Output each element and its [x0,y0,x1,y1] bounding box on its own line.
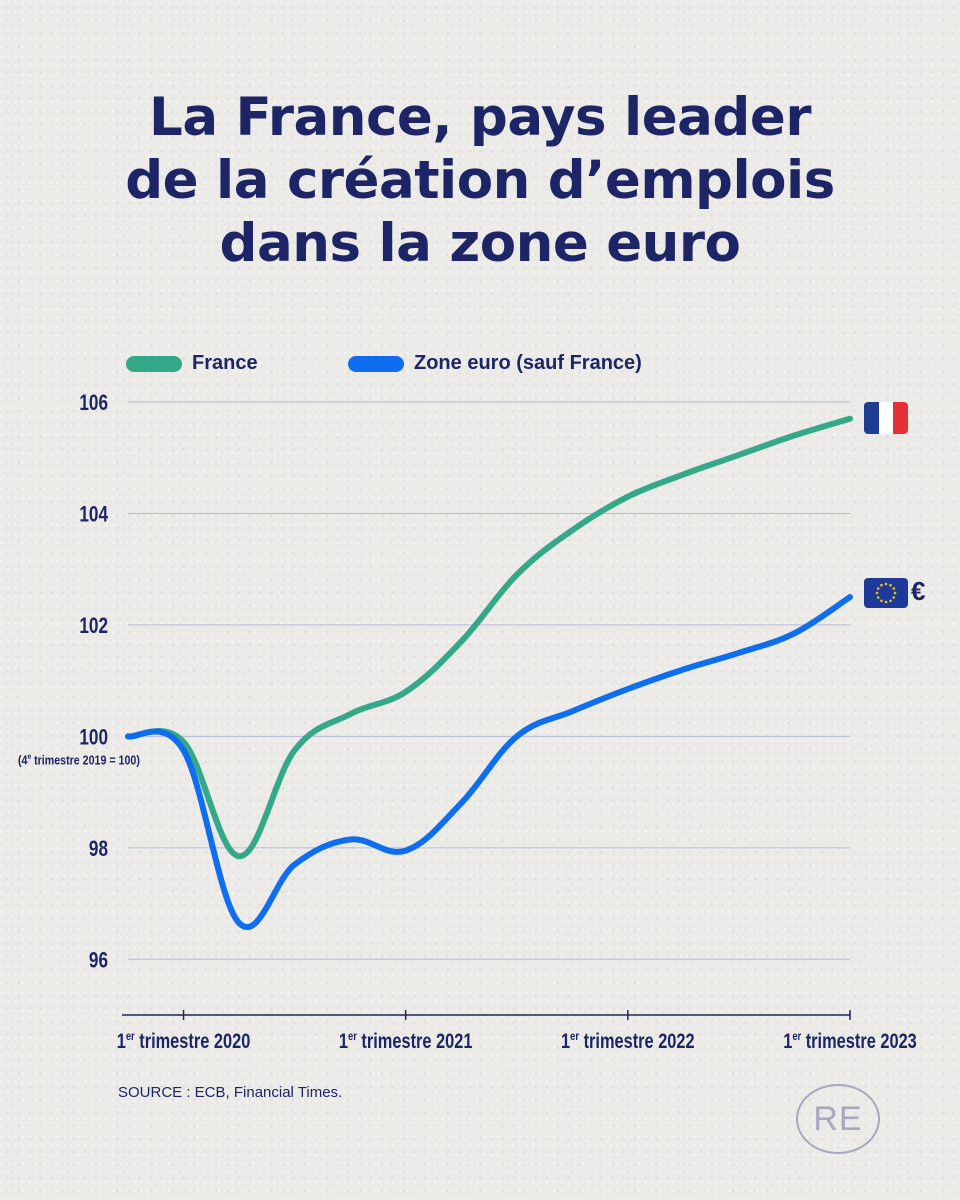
eu-flag-icon [864,578,908,608]
legend-label-france: France [192,352,258,374]
x-axis-tick-labels: 1er trimestre 2020 1er trimestre 2021 1er … [117,1029,917,1052]
legend-item-euro: Zone euro (sauf France) [348,352,642,375]
renaissance-logo: RE [796,1084,880,1154]
eu-star-6 [875,591,879,595]
y-tick-label-106: 106 [79,391,108,416]
series-line-zone-euro [125,594,853,930]
france-flag-red [893,402,908,434]
euro-symbol: € [911,576,926,606]
chart-title-line-1: La France, pays leader [149,87,811,148]
legend-label-euro: Zone euro (sauf France) [414,352,642,374]
france-flag-white [878,402,894,434]
eu-star-5 [876,596,880,599]
france-flag-blue [864,402,879,434]
legend-swatch-france [126,355,182,372]
chart-legend: France Zone euro (sauf France) [126,352,826,384]
y-tick-label-102: 102 [79,614,108,639]
eu-star-4 [880,599,883,603]
eu-star-9 [884,582,888,586]
chart-title: La France, pays leader de la création d’… [0,86,960,275]
y-tick-label-98: 98 [89,837,108,862]
legend-swatch-euro [348,355,404,372]
eu-star-8 [880,583,883,587]
y-axis-note: (4e trimestre 2019 = 100) [18,752,140,768]
series-line-france [125,415,853,860]
y-tick-label-104: 104 [79,502,108,527]
eu-stars [875,582,897,604]
y-axis-tick-labels: 96 98 100 102 104 106 [79,391,108,973]
series-lines [125,415,853,930]
eu-star-0 [893,591,897,595]
grid-lines [128,401,850,960]
chart-title-line-3: dans la zone euro [219,213,741,274]
x-tick-label-0: 1er trimestre 2020 [117,1029,251,1052]
eu-star-1 [892,596,896,599]
y-tick-label-96: 96 [89,948,108,973]
source-note: SOURCE : ECB, Financial Times. [118,1084,343,1101]
eu-star-2 [889,599,892,603]
eu-star-11 [892,587,896,590]
y-tick-label-100: 100 [79,725,108,750]
x-tick-label-3: 1er trimestre 2023 [783,1029,917,1052]
eu-star-10 [889,583,892,587]
france-flag-icon [864,402,908,434]
eu-star-3 [884,600,888,604]
x-axis [122,1010,851,1020]
chart-title-line-2: de la création d’emplois [125,150,835,211]
eu-star-7 [876,587,880,590]
x-tick-label-2: 1er trimestre 2022 [561,1029,695,1052]
legend-item-france: France [126,352,258,375]
x-tick-label-1: 1er trimestre 2021 [339,1029,473,1052]
